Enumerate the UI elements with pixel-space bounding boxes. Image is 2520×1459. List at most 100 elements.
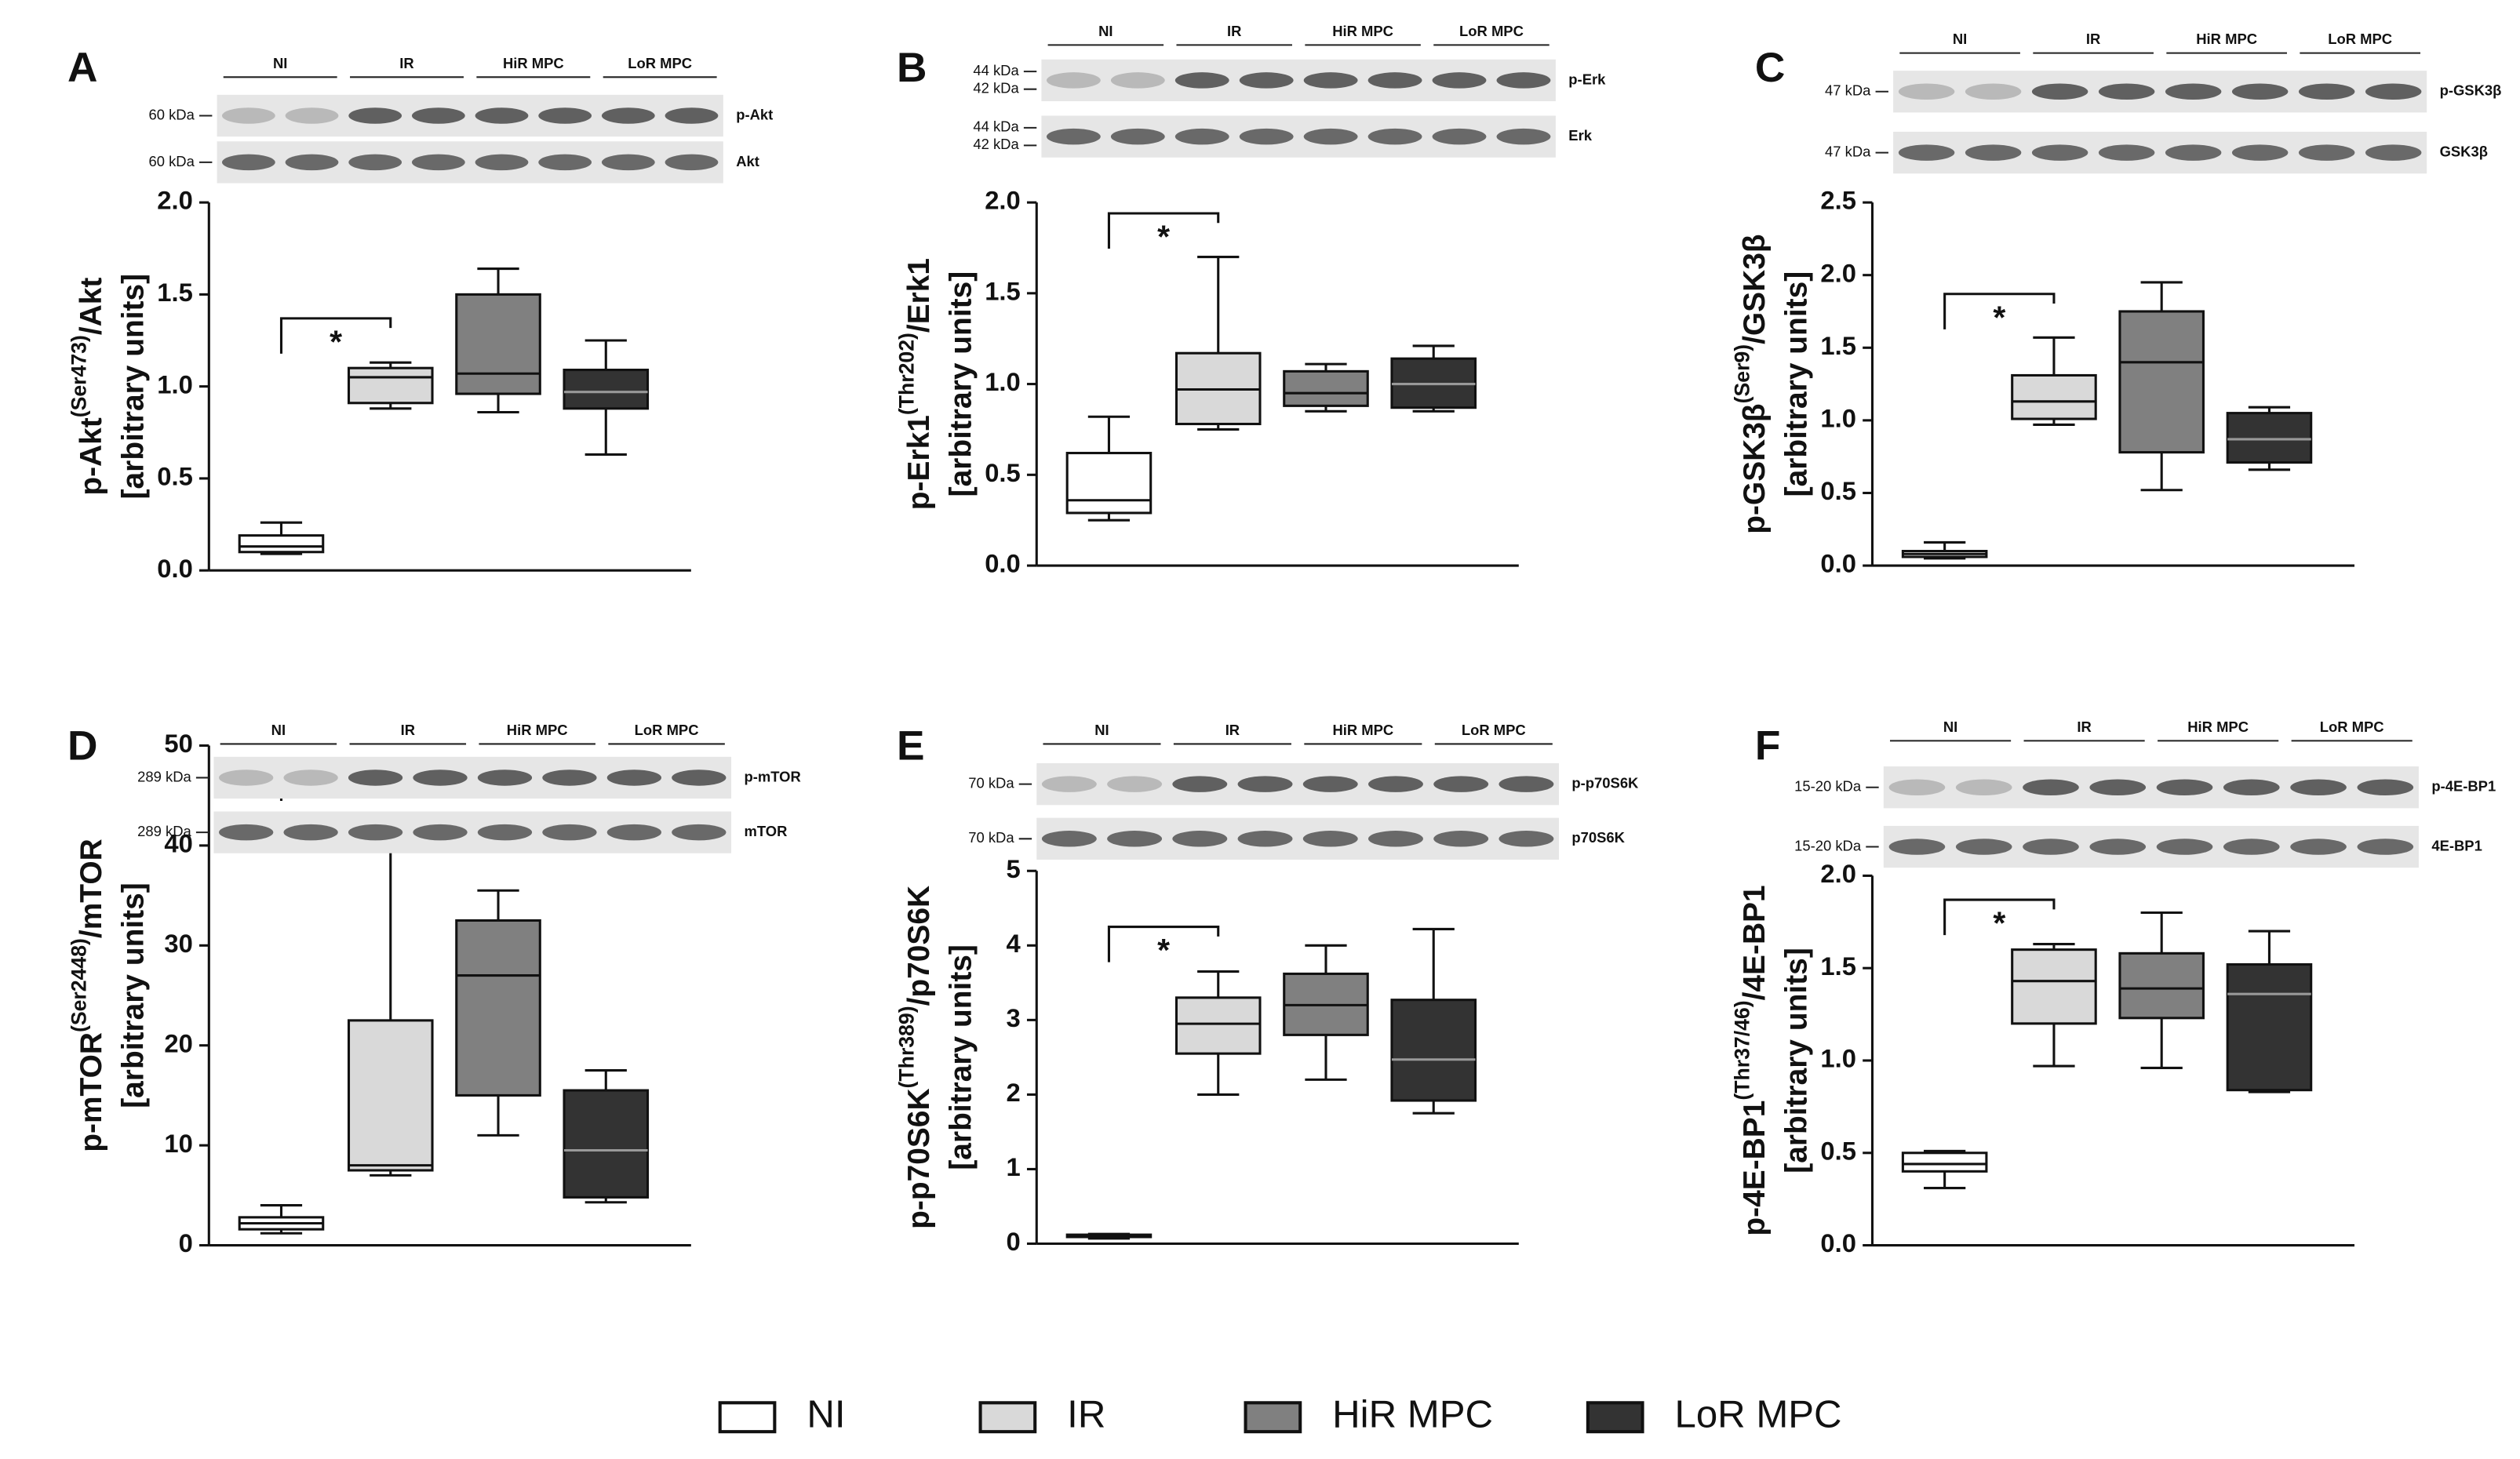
blot-band xyxy=(601,107,655,124)
y-tick-label: 1.0 xyxy=(1820,404,1856,433)
y-label-main: p-Akt xyxy=(75,417,108,495)
y-label-rest: /4E-BP1 xyxy=(1738,885,1772,1000)
blot-band xyxy=(1041,831,1097,847)
blot-band xyxy=(2023,779,2079,795)
blot-band xyxy=(1496,128,1551,145)
significance-bracket xyxy=(1107,212,1220,249)
blot-mw: 289 kDa xyxy=(137,768,191,784)
blot-band xyxy=(2031,83,2088,100)
blot-band xyxy=(2098,144,2155,161)
panel-letter: E xyxy=(897,723,925,770)
blot-protein: GSK3β xyxy=(2440,143,2488,159)
blot-protein: 4E-BP1 xyxy=(2431,837,2482,853)
blot-mw: 15-20 kDa xyxy=(1794,778,1862,795)
blot-group-label: IR xyxy=(1225,722,1240,738)
blot-group-label: NI xyxy=(1094,722,1109,738)
blot-band xyxy=(1955,779,2012,795)
blot-band xyxy=(1888,839,1946,855)
blot-mw: 42 kDa xyxy=(973,80,1019,96)
blot-band xyxy=(538,154,592,171)
blot-band xyxy=(1107,776,1163,792)
blot-band xyxy=(2165,83,2222,100)
y-label-sup: (Ser2448) xyxy=(67,938,90,1032)
blot-mw: 47 kDa xyxy=(1825,82,1871,99)
blot-band xyxy=(1239,72,1294,89)
box xyxy=(2011,948,2097,1025)
blot-band xyxy=(1898,83,1955,100)
blot-band xyxy=(348,154,402,171)
blot-group-label: IR xyxy=(2086,31,2100,47)
blot-band xyxy=(1237,831,1293,847)
blot-group-label: HiR MPC xyxy=(507,722,568,738)
blot-mw: 42 kDa xyxy=(973,136,1019,152)
panel-letter: F xyxy=(1755,723,1781,770)
blot-band xyxy=(1172,776,1228,792)
y-label-sup: (Thr202) xyxy=(894,333,918,415)
y-tick-label: 5 xyxy=(1007,854,1021,883)
blot-band xyxy=(2365,83,2422,100)
blot-mw: 70 kDa xyxy=(968,775,1014,791)
blot-group-label: LoR MPC xyxy=(1462,722,1526,738)
blot-band xyxy=(1965,83,2022,100)
blot-group-label: IR xyxy=(399,55,413,71)
legend-label: LoR MPC xyxy=(1675,1393,1842,1436)
y-tick-label: 2.0 xyxy=(985,186,1021,215)
blot-band xyxy=(2223,779,2280,795)
y-axis-units: [arbitrary units] xyxy=(944,944,978,1170)
legend-swatch xyxy=(978,1401,1037,1434)
blot-band xyxy=(348,770,403,786)
significance-bracket xyxy=(279,317,392,354)
y-label-main: p-mTOR xyxy=(75,1032,108,1152)
blot-band xyxy=(1302,776,1358,792)
blot-band xyxy=(1041,776,1097,792)
y-axis-label: p-GSK3β(Ser9)/GSK3β xyxy=(1731,234,1772,533)
y-tick-label: 2.0 xyxy=(1820,258,1856,287)
y-label-main: p-GSK3β xyxy=(1738,403,1772,533)
y-tick-label: 2 xyxy=(1007,1078,1021,1107)
blot-band xyxy=(477,824,533,841)
blot-group-label: LoR MPC xyxy=(2320,719,2384,735)
blot-group-label: LoR MPC xyxy=(2328,31,2392,47)
blot-band xyxy=(2298,83,2355,100)
blot-band xyxy=(219,770,274,786)
blot-band xyxy=(1239,128,1294,145)
blot-band xyxy=(285,154,339,171)
y-label-rest: /p70S6K xyxy=(902,886,936,1006)
blot-protein: p-p70S6K xyxy=(1571,775,1639,791)
y-axis-units: [arbitrary units] xyxy=(944,271,978,497)
blot-band xyxy=(1432,128,1487,145)
panel-letter: A xyxy=(67,45,97,91)
y-tick-label: 20 xyxy=(164,1028,192,1057)
blot-band xyxy=(606,770,662,786)
blot-protein: p-mTOR xyxy=(744,768,800,784)
blot-band xyxy=(413,824,468,841)
blot-band xyxy=(1499,831,1554,847)
y-tick-label: 0.0 xyxy=(985,549,1021,578)
blot-group-label: LoR MPC xyxy=(1459,23,1524,39)
y-label-sup: (Ser9) xyxy=(1731,344,1754,403)
blot-band xyxy=(1368,776,1423,792)
panel-letter: C xyxy=(1755,45,1785,91)
blot-band xyxy=(413,770,468,786)
y-tick-label: 0.5 xyxy=(1820,1136,1856,1165)
blot-band xyxy=(1110,72,1165,89)
blot-band xyxy=(1965,144,2022,161)
blot-band xyxy=(672,770,727,786)
y-tick-label: 0 xyxy=(1007,1227,1021,1256)
box xyxy=(238,534,325,554)
y-axis-label: p-Erk1(Thr202)/Erk1 xyxy=(894,258,936,510)
y-tick-label: 0.5 xyxy=(157,462,193,491)
blot-group-label: HiR MPC xyxy=(2196,31,2257,47)
blot-protein: Akt xyxy=(736,153,759,169)
y-label-rest: /GSK3β xyxy=(1738,234,1772,344)
blot-group-label: HiR MPC xyxy=(1332,722,1393,738)
y-label-rest: /mTOR xyxy=(75,839,108,938)
blot-group-label: NI xyxy=(1953,31,1967,47)
blot-band xyxy=(2165,144,2222,161)
blot-band xyxy=(1888,779,1946,795)
blot-band xyxy=(1046,128,1101,145)
box xyxy=(1901,1152,1988,1173)
blot-mw: 44 kDa xyxy=(973,118,1019,135)
